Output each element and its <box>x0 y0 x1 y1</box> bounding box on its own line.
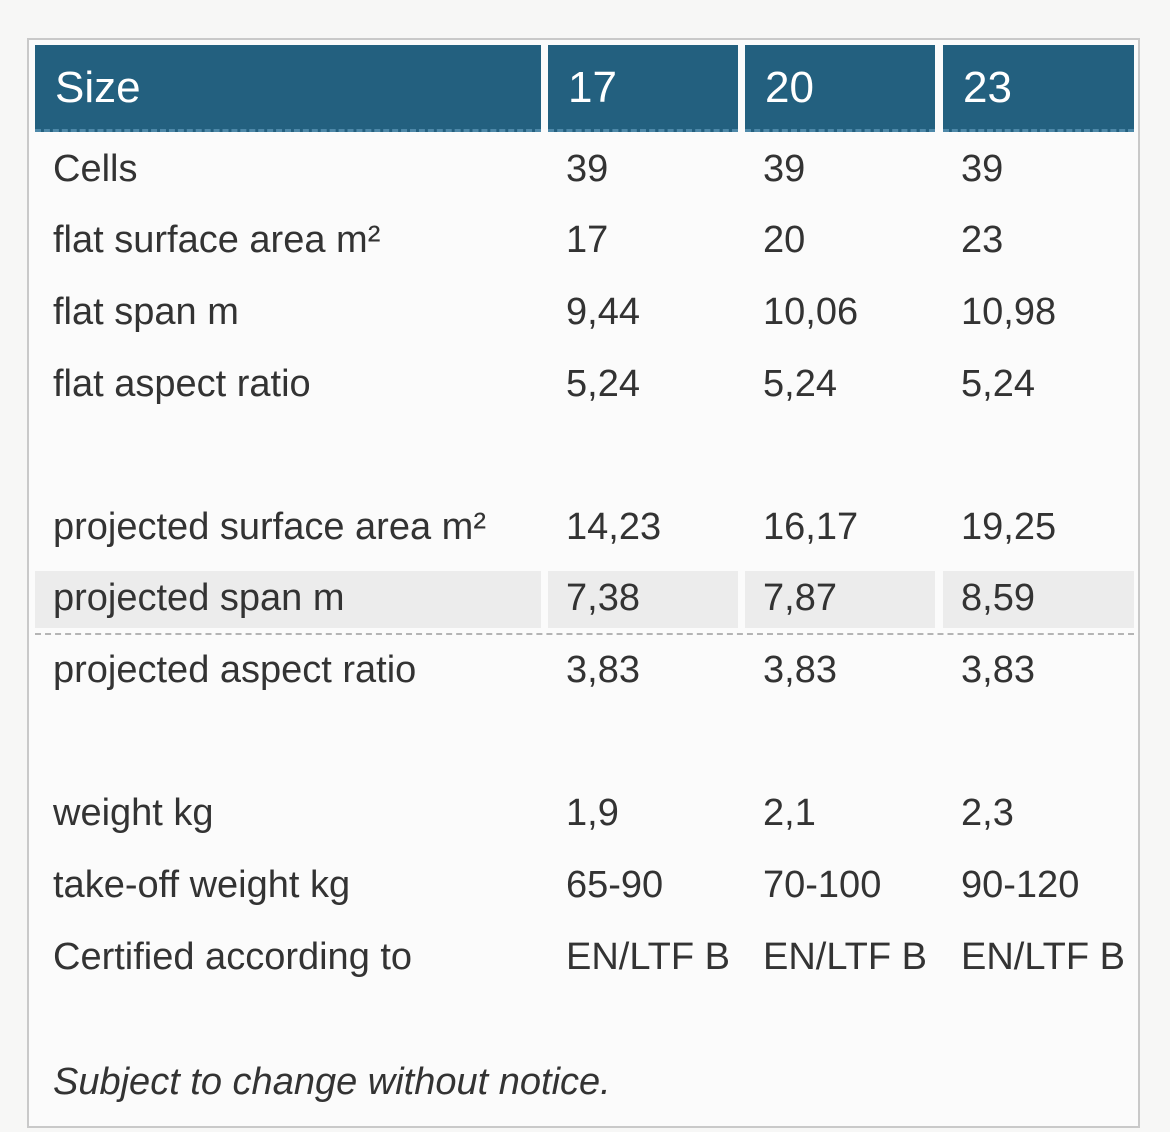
cell-value: 3,83 <box>763 649 837 691</box>
cell-value: 10,06 <box>763 291 859 333</box>
row-label: Cells <box>53 148 138 190</box>
row-highlight <box>35 571 541 628</box>
row-divider <box>35 633 1134 635</box>
row-label: projected aspect ratio <box>53 649 417 691</box>
cell-value: 2,3 <box>961 792 1014 834</box>
cell-value: 90-120 <box>961 864 1080 906</box>
cell-value: 7,38 <box>566 577 640 619</box>
row-label: flat surface area m² <box>53 219 381 261</box>
header-cell <box>35 45 541 132</box>
row-highlight <box>745 571 935 628</box>
row-label: flat span m <box>53 291 239 333</box>
row-highlight <box>943 571 1134 628</box>
row-label: projected surface area m² <box>53 506 486 548</box>
cell-value: 19,25 <box>961 506 1057 548</box>
row-label: take-off weight kg <box>53 864 351 906</box>
cell-value: EN/LTF B <box>961 936 1125 978</box>
cell-value: 5,24 <box>763 363 837 405</box>
cell-value: 3,83 <box>961 649 1035 691</box>
row-label: flat aspect ratio <box>53 363 311 405</box>
cell-value: 2,1 <box>763 792 816 834</box>
cell-value: 17 <box>566 219 609 261</box>
cell-value: EN/LTF B <box>566 936 730 978</box>
row-label: projected span m <box>53 577 345 619</box>
row-label: weight kg <box>53 792 214 834</box>
cell-value: 3,83 <box>566 649 640 691</box>
header-cell <box>943 45 1134 132</box>
cell-value: 39 <box>961 148 1004 190</box>
cell-value: 39 <box>566 148 609 190</box>
cell-value: 20 <box>763 219 806 261</box>
cell-value: 5,24 <box>961 363 1035 405</box>
cell-value: 1,9 <box>566 792 619 834</box>
cell-value: 9,44 <box>566 291 640 333</box>
header-text: 23 <box>963 63 1012 112</box>
cell-value: 5,24 <box>566 363 640 405</box>
cell-value: 39 <box>763 148 806 190</box>
cell-value: 8,59 <box>961 577 1035 619</box>
cell-value: 70-100 <box>763 864 882 906</box>
row-highlight <box>548 571 738 628</box>
footnote: Subject to change without notice. <box>53 1061 611 1103</box>
cell-value: 16,17 <box>763 506 859 548</box>
cell-value: 10,98 <box>961 291 1057 333</box>
cell-value: 65-90 <box>566 864 664 906</box>
cell-value: 7,87 <box>763 577 837 619</box>
header-cell <box>745 45 935 132</box>
header-cell <box>548 45 738 132</box>
row-label: Certified according to <box>53 936 413 978</box>
header-text: 20 <box>765 63 814 112</box>
cell-value: 14,23 <box>566 506 662 548</box>
header-text: Size <box>55 63 141 112</box>
header-text: 17 <box>568 63 617 112</box>
cell-value: 23 <box>961 219 1004 261</box>
cell-value: EN/LTF B <box>763 936 927 978</box>
